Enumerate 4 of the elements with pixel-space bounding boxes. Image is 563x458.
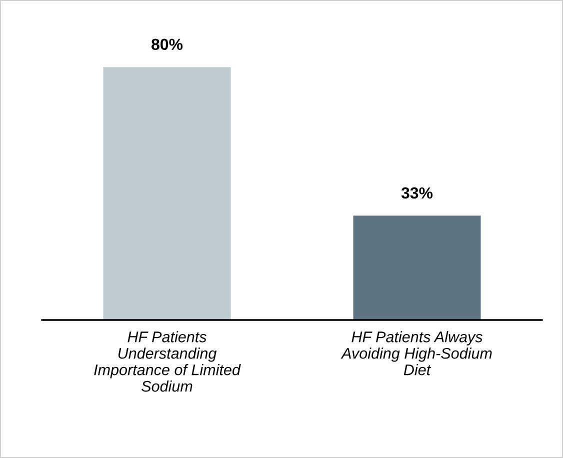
data-label: 33% bbox=[401, 187, 433, 199]
x-tick-label: HF Patients Understanding Importance of Limited Sodium bbox=[94, 331, 241, 392]
x-tick-label: HF Patients Always Avoiding High-Sodium Diet bbox=[340, 331, 492, 376]
data-label: 80% bbox=[152, 38, 183, 50]
